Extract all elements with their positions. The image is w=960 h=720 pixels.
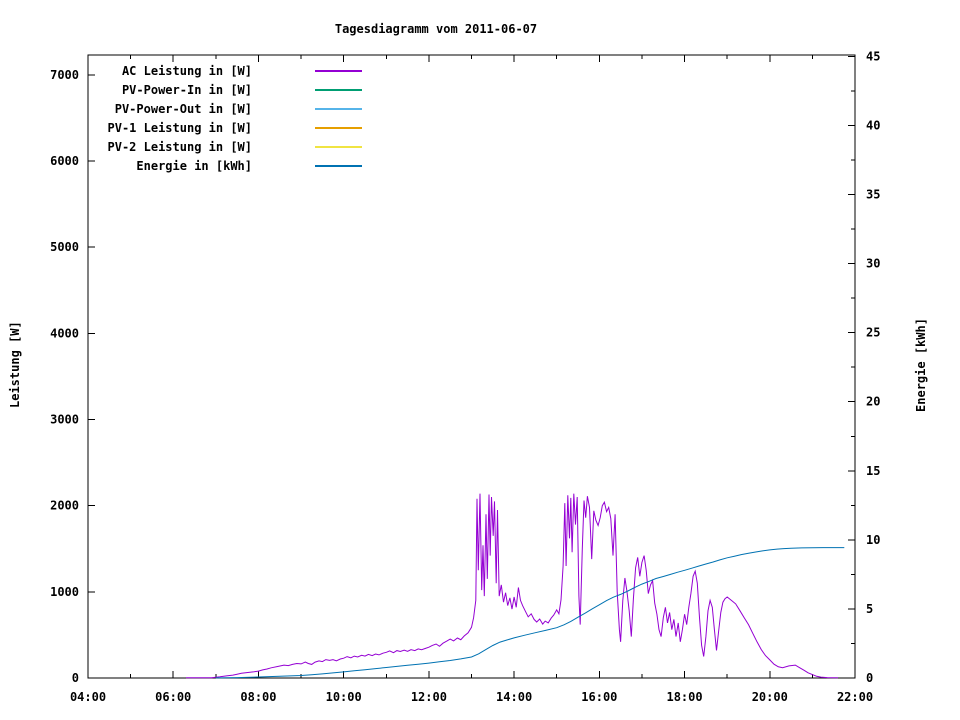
y-right-tick-label: 0: [866, 671, 873, 685]
y-left-tick-label: 3000: [50, 412, 79, 426]
y-left-tick-label: 1000: [50, 585, 79, 599]
series-line-energie: [215, 547, 845, 679]
y-left-tick-label: 7000: [50, 68, 79, 82]
y-left-tick-label: 6000: [50, 154, 79, 168]
legend-label: Energie in [kWh]: [136, 159, 252, 173]
x-tick-label: 14:00: [496, 690, 532, 704]
x-tick-label: 18:00: [666, 690, 702, 704]
x-tick-label: 08:00: [240, 690, 276, 704]
y-right-tick-label: 30: [866, 257, 880, 271]
y-right-tick-label: 5: [866, 602, 873, 616]
y-right-tick-label: 15: [866, 464, 880, 478]
legend-label: PV-1 Leistung in [W]: [108, 121, 253, 135]
y-left-tick-label: 0: [72, 671, 79, 685]
y-left-tick-label: 4000: [50, 326, 79, 340]
legend-label: PV-2 Leistung in [W]: [108, 140, 253, 154]
y-left-tick-label: 2000: [50, 499, 79, 513]
x-tick-label: 20:00: [752, 690, 788, 704]
y-right-tick-label: 40: [866, 118, 880, 132]
series-line-ac-leistung: [186, 493, 839, 679]
x-tick-label: 22:00: [837, 690, 873, 704]
x-tick-label: 12:00: [411, 690, 447, 704]
legend-label: PV-Power-In in [W]: [122, 83, 252, 97]
x-tick-label: 04:00: [70, 690, 106, 704]
legend-label: AC Leistung in [W]: [122, 64, 252, 78]
y-right-tick-label: 25: [866, 326, 880, 340]
x-tick-label: 16:00: [581, 690, 617, 704]
y-right-tick-label: 20: [866, 395, 880, 409]
y-left-tick-label: 5000: [50, 240, 79, 254]
legend-label: PV-Power-Out in [W]: [115, 102, 252, 116]
y-right-tick-label: 10: [866, 533, 880, 547]
x-tick-label: 10:00: [326, 690, 362, 704]
chart-title: Tagesdiagramm vom 2011-06-07: [334, 22, 538, 36]
y-right-tick-label: 45: [866, 49, 880, 63]
x-tick-label: 06:00: [155, 690, 191, 704]
y-right-tick-label: 35: [866, 188, 880, 202]
